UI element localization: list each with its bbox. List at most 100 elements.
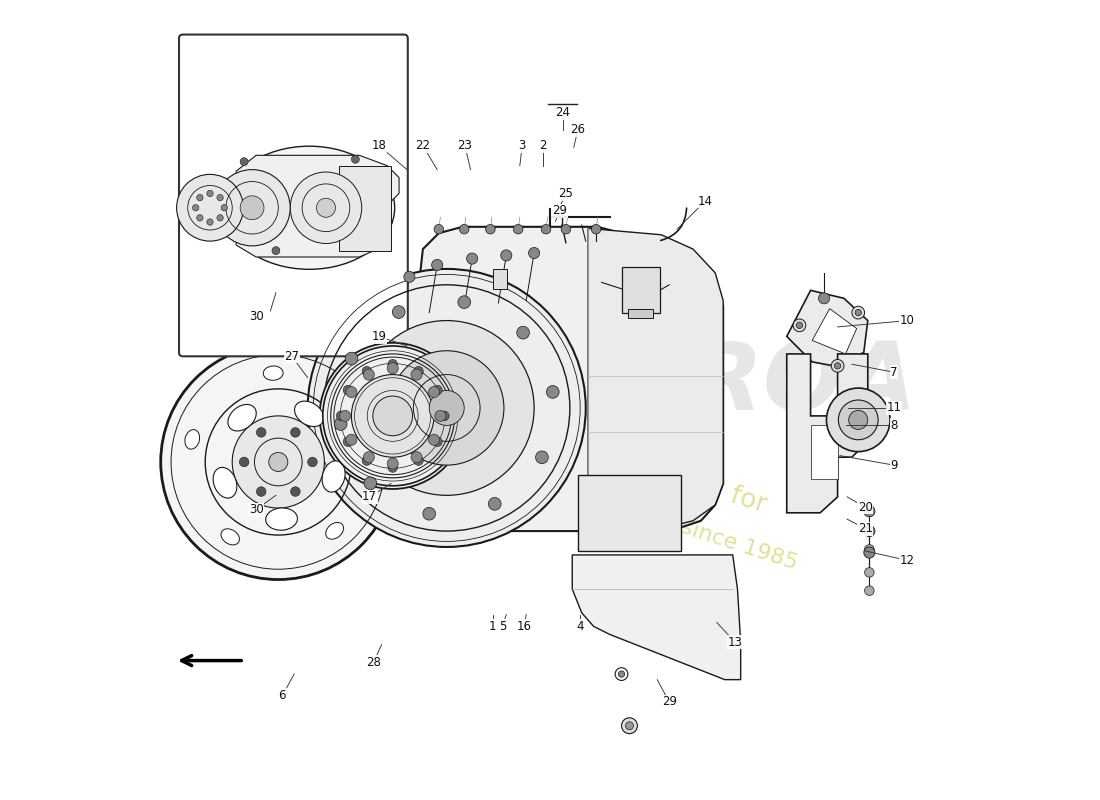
Text: 21: 21 [858, 522, 873, 535]
Circle shape [373, 396, 412, 436]
Circle shape [217, 194, 223, 201]
Text: 30: 30 [249, 503, 263, 516]
Circle shape [404, 271, 415, 282]
Circle shape [320, 342, 465, 489]
Circle shape [217, 214, 223, 221]
Text: 24: 24 [556, 106, 570, 119]
Circle shape [345, 352, 358, 365]
Circle shape [240, 158, 249, 166]
Circle shape [351, 155, 360, 163]
Circle shape [322, 346, 463, 486]
Text: 28: 28 [366, 656, 381, 669]
Circle shape [838, 400, 878, 440]
Circle shape [414, 456, 424, 466]
Circle shape [360, 321, 535, 495]
Circle shape [240, 457, 249, 466]
Text: 13: 13 [728, 636, 743, 649]
Circle shape [466, 253, 477, 264]
Circle shape [864, 506, 874, 517]
Circle shape [388, 359, 397, 369]
Circle shape [428, 386, 440, 398]
Circle shape [343, 386, 353, 395]
Ellipse shape [295, 401, 323, 426]
Circle shape [351, 374, 435, 458]
Ellipse shape [228, 405, 256, 431]
Text: 12: 12 [900, 554, 915, 567]
Circle shape [849, 410, 868, 430]
Circle shape [528, 247, 540, 258]
Circle shape [429, 390, 464, 426]
Circle shape [411, 369, 422, 380]
Ellipse shape [224, 146, 395, 270]
Circle shape [290, 428, 300, 437]
Text: EUROA: EUROA [549, 338, 916, 430]
Circle shape [432, 437, 442, 446]
Circle shape [796, 322, 803, 329]
Ellipse shape [263, 366, 283, 380]
Text: 23: 23 [458, 139, 472, 152]
Text: 3: 3 [518, 139, 526, 152]
Circle shape [197, 194, 204, 201]
Circle shape [337, 411, 345, 421]
Ellipse shape [326, 522, 343, 539]
Text: 29: 29 [552, 205, 567, 218]
Circle shape [561, 225, 571, 234]
Text: parts since 1985: parts since 1985 [617, 497, 801, 574]
Polygon shape [236, 155, 399, 257]
Circle shape [618, 671, 625, 678]
Circle shape [434, 225, 443, 234]
Text: 7: 7 [890, 366, 898, 378]
Text: 17: 17 [362, 490, 377, 503]
Circle shape [865, 545, 874, 554]
Circle shape [826, 388, 890, 452]
Circle shape [214, 170, 290, 246]
Text: 27: 27 [284, 350, 299, 363]
Circle shape [428, 434, 440, 446]
Text: 5: 5 [498, 620, 506, 633]
Text: 29: 29 [662, 695, 676, 708]
Circle shape [389, 350, 504, 465]
Circle shape [240, 196, 264, 220]
Circle shape [422, 507, 436, 520]
Polygon shape [399, 227, 723, 531]
Bar [493, 269, 507, 289]
Circle shape [290, 486, 300, 496]
Ellipse shape [185, 430, 199, 449]
Polygon shape [811, 426, 837, 479]
Polygon shape [786, 290, 868, 366]
Text: 25: 25 [559, 187, 573, 200]
Text: 16: 16 [517, 620, 532, 633]
Circle shape [317, 198, 336, 218]
Text: 1: 1 [490, 620, 496, 633]
Text: 6: 6 [278, 689, 286, 702]
Circle shape [835, 362, 840, 369]
Bar [578, 475, 681, 551]
Circle shape [541, 225, 551, 234]
Circle shape [387, 458, 398, 469]
FancyBboxPatch shape [179, 34, 408, 356]
Circle shape [414, 366, 424, 376]
Circle shape [334, 418, 346, 430]
Circle shape [345, 434, 358, 446]
Text: a passion for: a passion for [601, 441, 770, 518]
Circle shape [488, 498, 502, 510]
Circle shape [592, 225, 601, 234]
Polygon shape [786, 354, 868, 513]
Circle shape [232, 416, 324, 508]
Circle shape [621, 718, 637, 734]
Circle shape [547, 386, 559, 398]
Circle shape [431, 259, 442, 270]
Circle shape [855, 310, 861, 316]
Circle shape [362, 366, 372, 376]
Circle shape [832, 359, 844, 372]
Circle shape [864, 526, 874, 537]
Bar [621, 266, 660, 313]
Polygon shape [588, 229, 723, 529]
Text: 11: 11 [887, 402, 902, 414]
Circle shape [793, 319, 806, 332]
Circle shape [865, 586, 874, 595]
Circle shape [517, 326, 529, 339]
Circle shape [256, 428, 266, 437]
Text: 14: 14 [697, 195, 713, 208]
Circle shape [865, 568, 874, 577]
